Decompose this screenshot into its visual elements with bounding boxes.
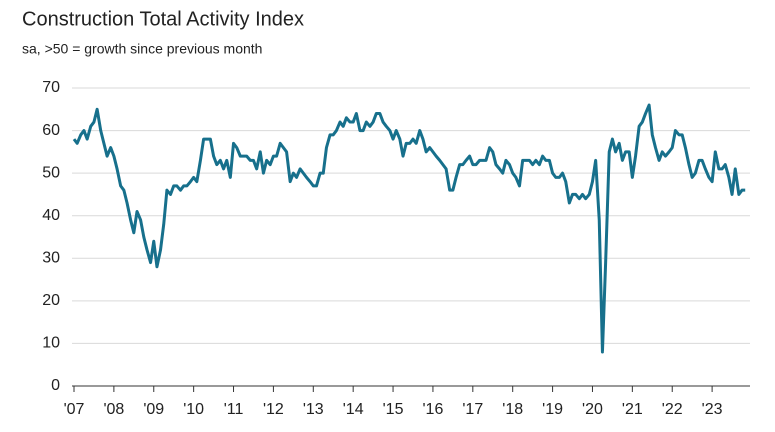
x-tick-label: '20 bbox=[582, 401, 603, 418]
y-tick-label: 30 bbox=[42, 250, 60, 267]
x-tick-label: '18 bbox=[502, 401, 523, 418]
x-tick-label: '17 bbox=[462, 401, 483, 418]
x-tick-label: '12 bbox=[263, 401, 284, 418]
x-tick-label: '15 bbox=[383, 401, 404, 418]
y-tick-label: 60 bbox=[42, 122, 60, 139]
x-tick-label: '19 bbox=[542, 401, 563, 418]
chart-subtitle: sa, >50 = growth since previous month bbox=[22, 41, 262, 57]
x-tick-label: '14 bbox=[343, 401, 364, 418]
x-tick-label: '22 bbox=[662, 401, 683, 418]
y-tick-label: 20 bbox=[42, 292, 60, 309]
x-tick-label: '10 bbox=[183, 401, 204, 418]
y-tick-label: 0 bbox=[51, 377, 60, 394]
x-tick-label: '07 bbox=[64, 401, 85, 418]
x-tick-label: '21 bbox=[622, 401, 643, 418]
x-tick-label: '09 bbox=[143, 401, 164, 418]
x-tick-label: '16 bbox=[423, 401, 444, 418]
y-tick-label: 40 bbox=[42, 207, 60, 224]
x-tick-label: '08 bbox=[103, 401, 124, 418]
chart-title: Construction Total Activity Index bbox=[22, 8, 304, 30]
data-line bbox=[72, 103, 746, 354]
y-tick-label: 70 bbox=[42, 79, 60, 96]
y-tick-label: 10 bbox=[42, 335, 60, 352]
x-tick-label: '11 bbox=[224, 401, 244, 418]
x-tick-label: '13 bbox=[303, 401, 324, 418]
y-tick-label: 50 bbox=[42, 164, 60, 181]
x-tick-label: '23 bbox=[702, 401, 723, 418]
